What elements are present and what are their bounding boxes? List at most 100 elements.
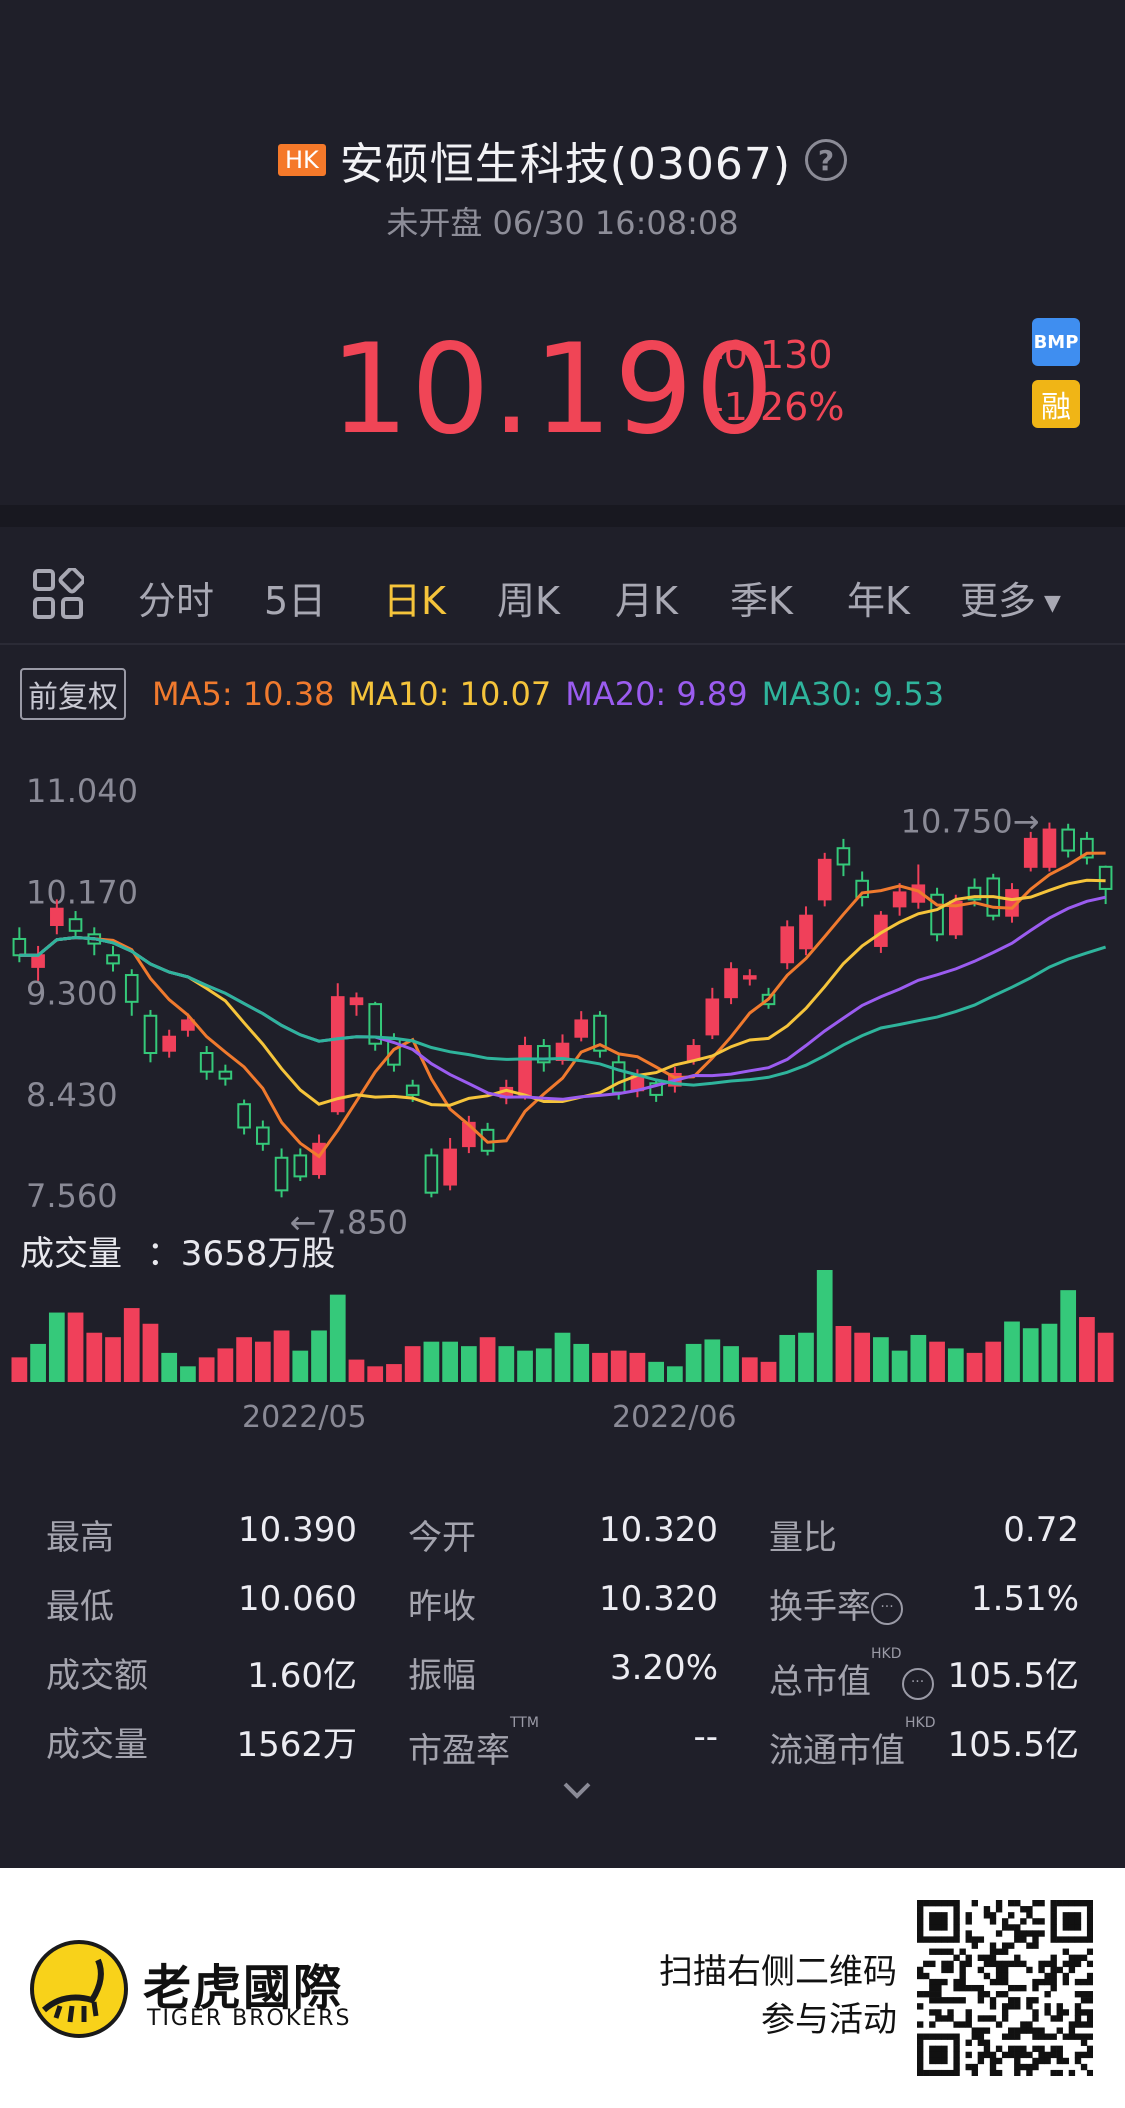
candle-up	[948, 900, 963, 936]
x-label-june: 2022/06	[612, 1400, 737, 1435]
adjust-button[interactable]: 前复权	[20, 668, 126, 720]
volume-bar	[685, 1343, 702, 1382]
stat-label-float-cap: 流通市值HKD	[769, 1715, 936, 1772]
candle-up	[349, 997, 364, 1006]
volume-bar	[854, 1332, 871, 1382]
candle-down	[1080, 837, 1094, 859]
candle-down	[368, 1003, 383, 1045]
candle-up	[799, 914, 813, 950]
tab-more[interactable]: 更多 ▼	[960, 570, 1061, 625]
candle-up	[705, 998, 720, 1036]
tab-5day[interactable]: 5日	[264, 579, 327, 623]
help-icon[interactable]: ?	[805, 139, 848, 181]
dropdown-arrow-icon: ▼	[1044, 591, 1061, 616]
ma5-line	[19, 851, 1106, 1159]
high-marker-label: 10.750→	[901, 803, 1040, 841]
volume-bar	[648, 1361, 665, 1382]
volume-bar	[198, 1357, 215, 1382]
candle-down	[649, 1082, 663, 1096]
ma30-line	[19, 935, 1107, 1087]
ma20-value: MA20: 9.89	[565, 675, 748, 713]
volume-bar	[460, 1346, 477, 1382]
period-tabs	[0, 527, 1125, 645]
margin-badge[interactable]: 融	[1032, 380, 1080, 428]
market-status: 未开盘 06/30 16:08:08	[386, 204, 739, 242]
stat-value-open: 10.320	[599, 1510, 718, 1550]
candle-up	[742, 975, 757, 980]
volume-bar	[929, 1341, 945, 1382]
candle-up	[330, 996, 345, 1113]
volume-bar	[798, 1332, 814, 1382]
candle-down	[274, 1156, 289, 1192]
candle-down	[12, 937, 27, 957]
stat-label-turnover-rate: 换手率 ···	[769, 1579, 903, 1628]
tab-weekly-k[interactable]: 周K	[497, 579, 560, 623]
stat-value-volume-ratio: 0.72	[1003, 1510, 1079, 1550]
candle-down	[293, 1154, 308, 1178]
volume-bar	[67, 1312, 84, 1382]
candle-up	[724, 968, 738, 999]
hkd-superscript: HKD	[871, 1646, 902, 1662]
tab-monthly-k[interactable]: 月K	[615, 579, 678, 623]
candle-down	[1061, 828, 1075, 852]
candle-up	[31, 954, 45, 968]
expand-chevron-icon[interactable]	[562, 1780, 592, 1800]
volume-bar	[1060, 1290, 1077, 1382]
stat-value-turnover-rate: 1.51%	[970, 1579, 1079, 1619]
tab-quarterly-k[interactable]: 季K	[730, 579, 793, 623]
footer-banner: 老虎國際 TIGER BROKERS 扫描右侧二维码 参与活动	[0, 1868, 1125, 2108]
candle-up	[1042, 828, 1057, 868]
volume-bar	[966, 1352, 983, 1382]
candle-down	[405, 1084, 420, 1096]
candle-up	[443, 1148, 457, 1186]
candle-down	[124, 974, 139, 1003]
tab-daily-k[interactable]: 日K	[383, 579, 446, 623]
candle-up	[162, 1035, 177, 1052]
bmp-badge[interactable]: BMP	[1032, 318, 1080, 366]
candle-down	[68, 918, 83, 932]
candle-down	[237, 1103, 251, 1129]
volume-bar	[1041, 1323, 1058, 1382]
stat-label-low: 最低	[46, 1587, 114, 1627]
volume-bar	[86, 1332, 103, 1382]
candle-down	[256, 1126, 270, 1145]
tab-yearly-k[interactable]: 年K	[847, 579, 910, 623]
stat-label-amount: 成交额	[46, 1656, 148, 1696]
title-row: HK 安硕恒生科技(03067) ?	[0, 128, 1125, 192]
low-marker-label: ←7.850	[290, 1203, 408, 1241]
volume-bar	[386, 1364, 402, 1382]
volume-bar	[161, 1352, 178, 1382]
y-tick-label: 10.170	[26, 873, 138, 911]
stat-label-prev-close: 昨收	[408, 1587, 476, 1627]
candle-up	[50, 907, 64, 926]
volume-bar	[554, 1332, 571, 1382]
y-tick-label: 8.430	[26, 1076, 118, 1114]
last-price: 10.190	[330, 318, 776, 462]
layout-grid-icon[interactable]	[32, 568, 84, 620]
volume-value: ：3658万股	[146, 1234, 336, 1274]
tab-intraday[interactable]: 分时	[138, 579, 215, 623]
volume-bar	[217, 1348, 234, 1382]
stat-label-volume: 成交量	[46, 1725, 148, 1765]
turnover-rate-label: 换手率	[769, 1587, 871, 1627]
volume-bar	[517, 1350, 533, 1382]
stock-title: 安硕恒生科技(03067)	[339, 139, 792, 190]
volume-bar	[348, 1359, 365, 1382]
info-icon[interactable]: ···	[871, 1592, 903, 1625]
candlestick-chart[interactable]: 11.040 10.170 9.300 8.430 7.560 10.750→ ←7.850	[0, 755, 1125, 1395]
info-icon[interactable]: ···	[901, 1667, 934, 1700]
stat-label-market-cap: 总市值HKD ···	[769, 1646, 934, 1703]
candle-down	[836, 847, 851, 866]
float-cap-label: 流通市值	[769, 1731, 905, 1771]
candle-up	[181, 1019, 195, 1031]
volume-bar	[329, 1294, 346, 1382]
qr-code-icon[interactable]	[917, 1900, 1093, 2076]
stat-value-high: 10.390	[238, 1510, 357, 1550]
candle-down	[930, 893, 944, 936]
candle-down	[143, 1014, 158, 1055]
volume-bar	[835, 1326, 852, 1382]
volume-bar	[11, 1357, 28, 1382]
brand-name-cn: 老虎國際	[143, 1960, 344, 2016]
candle-down	[199, 1052, 214, 1073]
volume-bar	[254, 1341, 271, 1382]
